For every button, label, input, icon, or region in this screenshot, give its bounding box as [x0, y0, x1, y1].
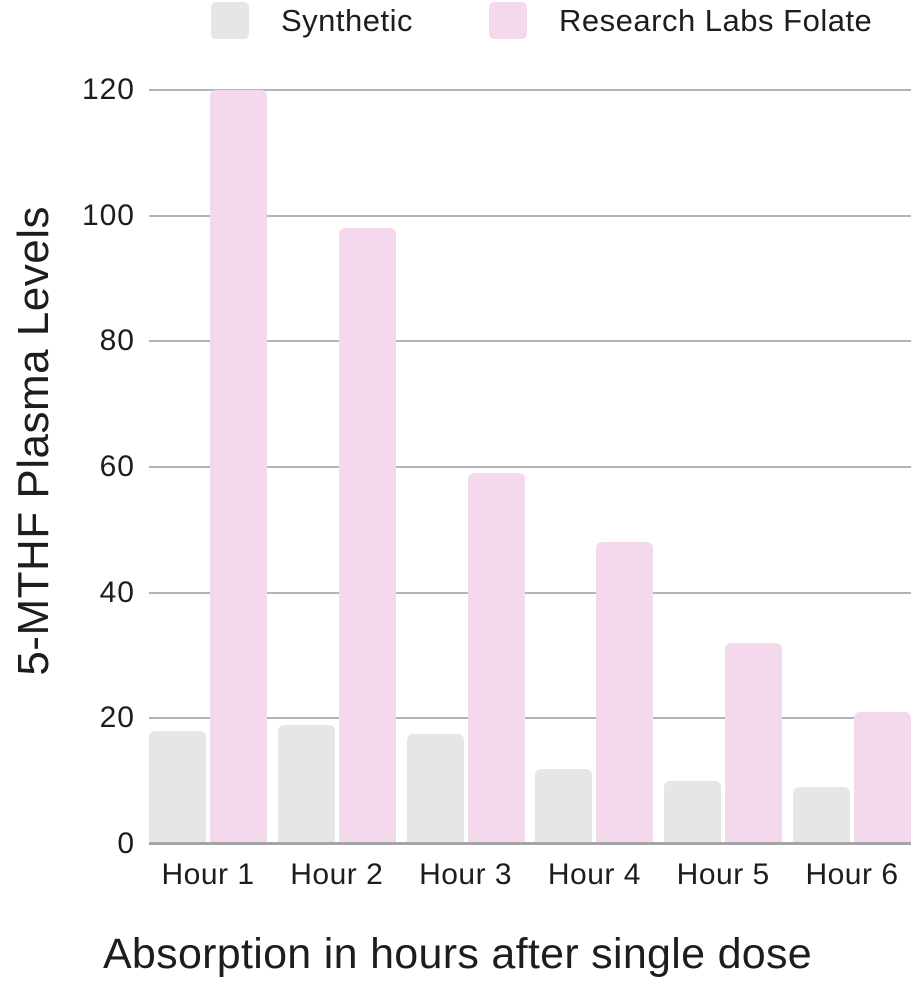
gridline-80: [149, 340, 911, 343]
gridline-40: [149, 591, 911, 594]
legend-swatch-icon: [489, 2, 528, 39]
gridline-120: [149, 89, 911, 91]
legend-item-folate: Research Labs Folate: [489, 2, 872, 39]
x-tick-label-hour-4: Hour 4: [547, 858, 641, 891]
legend: Synthetic Research Labs Folate: [211, 2, 872, 39]
x-axis-line: [149, 842, 911, 845]
y-axis-ticks: 0 20 40 60 80 100 120: [0, 75, 135, 859]
legend-label: Research Labs Folate: [559, 2, 873, 38]
x-axis-ticks: Hour 1 Hour 2 Hour 3 Hour 4 Hour 5 Hour 6: [149, 858, 911, 892]
bar-synthetic-hour-6: [792, 787, 850, 844]
bar-research-labs-folate-hour-4: [596, 542, 654, 844]
x-tick-label-hour-5: Hour 5: [676, 858, 770, 891]
bar-research-labs-folate-hour-5: [725, 642, 783, 844]
gridline-60: [149, 466, 911, 468]
x-tick-label-hour-1: Hour 1: [161, 858, 255, 891]
y-tick-label-80: 80: [99, 324, 135, 358]
y-tick-label-0: 0: [117, 827, 135, 860]
bar-group-hour-1: [149, 90, 267, 844]
x-tick-label-hour-6: Hour 6: [805, 858, 899, 891]
y-tick-label-100: 100: [81, 198, 135, 232]
gridline-20: [149, 717, 911, 720]
bar-group-hour-3: [406, 90, 525, 844]
bar-synthetic-hour-4: [535, 768, 593, 844]
bar-research-labs-folate-hour-2: [338, 228, 396, 844]
x-axis-title: Absorption in hours after single dose: [102, 930, 813, 978]
bar-research-labs-folate-hour-6: [853, 712, 911, 844]
bar-group-hour-6: [792, 90, 911, 844]
y-tick-label-40: 40: [99, 575, 135, 609]
bar-group-hour-5: [664, 90, 783, 844]
x-tick-label-hour-2: Hour 2: [290, 858, 384, 891]
bar-synthetic-hour-5: [664, 781, 722, 844]
x-tick-label-hour-3: Hour 3: [419, 858, 513, 891]
y-tick-label-20: 20: [99, 701, 135, 735]
gridline-100: [149, 214, 911, 217]
bar-group-hour-2: [277, 90, 396, 844]
legend-label: Synthetic: [281, 2, 414, 38]
bar-synthetic-hour-2: [277, 724, 335, 844]
bar-research-labs-folate-hour-1: [210, 90, 267, 844]
bar-synthetic-hour-3: [406, 734, 464, 844]
legend-item-synthetic: Synthetic: [211, 2, 413, 39]
bar-groups: [149, 90, 911, 844]
plot-area: [149, 89, 911, 845]
y-tick-label-60: 60: [99, 450, 135, 483]
y-tick-label-120: 120: [81, 73, 135, 106]
bar-research-labs-folate-hour-3: [467, 473, 525, 844]
bar-synthetic-hour-1: [149, 730, 206, 844]
bar-group-hour-4: [535, 90, 654, 844]
legend-swatch-icon: [211, 2, 249, 39]
